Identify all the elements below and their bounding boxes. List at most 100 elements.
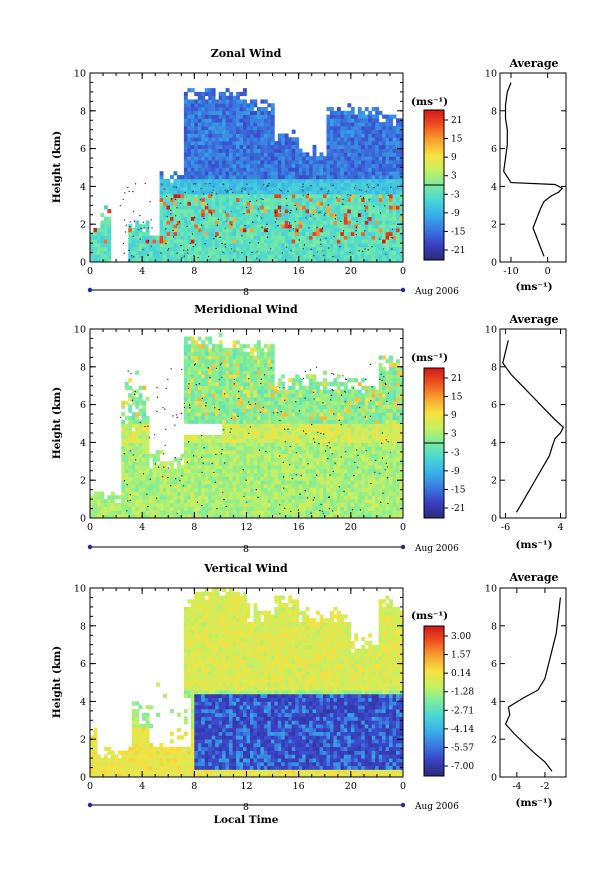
heatmap-cell (295, 220, 300, 225)
contour-dot (321, 249, 324, 252)
heatmap-cell (343, 141, 348, 146)
heatmap-cell (309, 163, 313, 168)
heatmap-cell (267, 193, 272, 199)
heatmap-cell (270, 163, 275, 168)
heatmap-cell (222, 193, 227, 199)
heatmap-cell (260, 246, 265, 252)
heatmap-cell (371, 133, 376, 138)
heatmap-cell (229, 487, 233, 492)
heatmap-cell (236, 91, 240, 97)
heatmap-cell (243, 423, 247, 428)
heatmap-cell (270, 205, 275, 210)
heatmap-cell (222, 107, 227, 112)
heatmap-cell (194, 186, 199, 191)
heatmap-cell (309, 171, 313, 176)
y-tick-label: 2 (80, 220, 86, 231)
heatmap-cell (243, 243, 247, 248)
heatmap-cell (215, 122, 220, 127)
heatmap-cell (243, 227, 247, 233)
heatmap-cell (131, 453, 136, 458)
heatmap-cell (236, 359, 240, 364)
heatmap-cell (323, 216, 327, 221)
heatmap-cell (166, 487, 171, 492)
heatmap-cell (208, 480, 213, 485)
heatmap-cell (225, 186, 230, 191)
heatmap-cell (267, 472, 272, 477)
heatmap-cell (378, 227, 383, 233)
heatmap-cell (215, 190, 220, 195)
heatmap-cell (277, 468, 282, 474)
heatmap-cell (291, 182, 296, 187)
heatmap-cell (204, 88, 209, 93)
heatmap-cell (211, 415, 216, 421)
heatmap-cell (295, 148, 300, 153)
heatmap-cell (194, 510, 199, 515)
heatmap-cell (281, 442, 286, 447)
heatmap-cell (309, 239, 313, 244)
heatmap-cell (253, 389, 258, 394)
heatmap-cell (357, 156, 362, 161)
heatmap-cell (152, 506, 157, 511)
heatmap-cell (350, 246, 355, 252)
heatmap-cell (253, 129, 258, 134)
heatmap-cell (350, 220, 355, 225)
heatmap-cell (249, 246, 254, 252)
heatmap-cell (375, 107, 380, 112)
heatmap-cell (142, 476, 147, 481)
heatmap-cell (267, 224, 272, 229)
contour-dot (210, 212, 212, 214)
heatmap-cell (204, 182, 209, 187)
heatmap-cell (142, 243, 147, 248)
heatmap-cell (295, 186, 300, 191)
heatmap-cell (176, 495, 181, 500)
heatmap-cell (277, 476, 282, 481)
heatmap-cell (222, 148, 227, 153)
heatmap-cell (138, 423, 143, 428)
heatmap-cell (156, 453, 160, 458)
heatmap-cell (364, 125, 369, 131)
heatmap-cell (124, 449, 129, 455)
heatmap-cell (371, 144, 376, 149)
heatmap-cell (260, 186, 265, 191)
heatmap-cell (243, 231, 247, 236)
heatmap-cell (312, 175, 317, 180)
heatmap-cell (194, 472, 199, 477)
heatmap-cell (208, 510, 213, 515)
heatmap-cell (270, 461, 275, 466)
heatmap-cell (173, 457, 178, 462)
heatmap-cell (215, 465, 220, 470)
heatmap-cell (350, 148, 355, 153)
heatmap-cell (222, 205, 227, 210)
heatmap-cell (347, 231, 352, 236)
contour-dot (199, 199, 201, 201)
heatmap-cell (190, 125, 195, 131)
heatmap-cell (246, 363, 251, 368)
heatmap-cell (281, 224, 286, 229)
heatmap-cell (211, 461, 216, 466)
heatmap-cell (253, 514, 258, 519)
heatmap-cell (131, 419, 136, 424)
heatmap-cell (350, 254, 355, 259)
heatmap-cell (260, 235, 265, 240)
heatmap-cell (208, 99, 213, 104)
heatmap-cell (135, 480, 140, 485)
heatmap-cell (121, 427, 126, 432)
heatmap-cell (173, 250, 178, 255)
heatmap-cell (169, 487, 174, 492)
heatmap-cell (309, 186, 313, 191)
colorbar-tick-label: -15 (451, 227, 466, 237)
heatmap-cell (197, 385, 202, 390)
heatmap-cell (263, 148, 268, 153)
contour-dot (305, 217, 307, 219)
contour-dot (123, 242, 125, 245)
heatmap-cell (239, 446, 244, 451)
heatmap-cell (267, 483, 272, 489)
heatmap-cell (229, 374, 233, 379)
heatmap-cell (319, 231, 324, 236)
heatmap-cell (354, 193, 359, 199)
heatmap-cell (368, 243, 373, 248)
heatmap-cell (194, 175, 199, 180)
contour-dot (231, 224, 233, 226)
heatmap-cell (347, 125, 352, 131)
heatmap-cell (281, 201, 286, 206)
